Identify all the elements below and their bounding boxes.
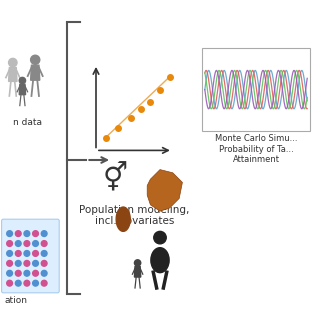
FancyBboxPatch shape bbox=[202, 48, 310, 131]
Circle shape bbox=[24, 280, 30, 286]
Point bbox=[138, 106, 143, 111]
Polygon shape bbox=[9, 68, 17, 81]
Point bbox=[129, 116, 134, 121]
Text: ation: ation bbox=[4, 296, 28, 305]
Circle shape bbox=[15, 280, 21, 286]
Circle shape bbox=[24, 251, 30, 256]
Circle shape bbox=[41, 260, 47, 266]
Circle shape bbox=[15, 231, 21, 236]
Circle shape bbox=[31, 55, 40, 64]
Circle shape bbox=[33, 280, 38, 286]
Circle shape bbox=[7, 260, 12, 266]
Polygon shape bbox=[19, 84, 26, 95]
Circle shape bbox=[24, 231, 30, 236]
Point bbox=[148, 100, 153, 105]
Point bbox=[116, 125, 121, 131]
Text: ⚥: ⚥ bbox=[103, 164, 128, 194]
Ellipse shape bbox=[151, 248, 169, 273]
Text: Population modeling,
incl. covariates: Population modeling, incl. covariates bbox=[79, 205, 189, 227]
Circle shape bbox=[15, 241, 21, 246]
Circle shape bbox=[41, 231, 47, 236]
Polygon shape bbox=[31, 65, 40, 80]
Circle shape bbox=[41, 270, 47, 276]
Circle shape bbox=[15, 251, 21, 256]
Point bbox=[157, 87, 163, 92]
Text: Monte Carlo Simu...
Probability of Ta...
Attainment: Monte Carlo Simu... Probability of Ta...… bbox=[215, 134, 297, 164]
Circle shape bbox=[33, 260, 38, 266]
Circle shape bbox=[41, 241, 47, 246]
Circle shape bbox=[24, 270, 30, 276]
Circle shape bbox=[19, 77, 26, 84]
Polygon shape bbox=[134, 267, 141, 277]
Circle shape bbox=[33, 241, 38, 246]
Circle shape bbox=[7, 241, 12, 246]
Circle shape bbox=[9, 58, 17, 67]
Circle shape bbox=[24, 241, 30, 246]
Polygon shape bbox=[147, 170, 182, 211]
Circle shape bbox=[15, 260, 21, 266]
Circle shape bbox=[41, 280, 47, 286]
Circle shape bbox=[33, 251, 38, 256]
Circle shape bbox=[15, 270, 21, 276]
Circle shape bbox=[33, 270, 38, 276]
Circle shape bbox=[154, 231, 166, 244]
FancyBboxPatch shape bbox=[2, 219, 59, 293]
Circle shape bbox=[134, 260, 141, 266]
Point bbox=[167, 74, 172, 79]
Circle shape bbox=[7, 280, 12, 286]
Circle shape bbox=[41, 251, 47, 256]
Circle shape bbox=[7, 251, 12, 256]
Point bbox=[103, 135, 108, 140]
Polygon shape bbox=[116, 207, 130, 231]
Circle shape bbox=[7, 270, 12, 276]
Circle shape bbox=[33, 231, 38, 236]
Text: n data: n data bbox=[13, 118, 42, 127]
Circle shape bbox=[24, 260, 30, 266]
Circle shape bbox=[7, 231, 12, 236]
